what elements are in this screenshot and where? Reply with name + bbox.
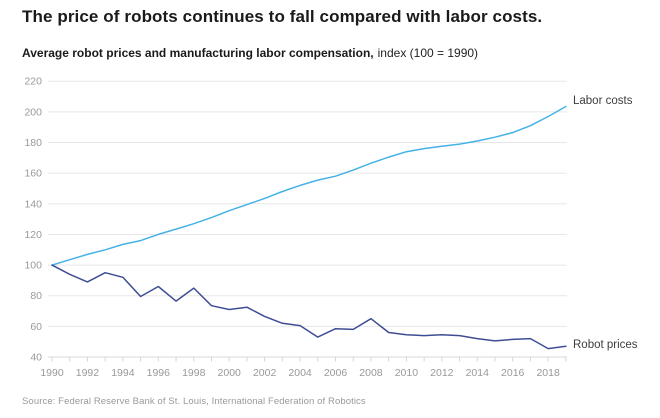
y-tick-label: 40 bbox=[30, 352, 42, 364]
line-robot-prices bbox=[51, 264, 567, 350]
chart-subtitle-units: index (100 = 1990) bbox=[377, 46, 479, 60]
line-labor-costs bbox=[51, 105, 567, 266]
x-tick-label: 1998 bbox=[182, 367, 206, 379]
y-tick-label: 180 bbox=[24, 137, 42, 149]
chart-subtitle: Average robot prices and manufacturing l… bbox=[22, 46, 478, 60]
x-tick-label: 2016 bbox=[501, 367, 525, 379]
x-tick-label: 2006 bbox=[324, 367, 348, 379]
y-tick-label: 220 bbox=[24, 76, 42, 88]
x-tick-label: 2018 bbox=[536, 367, 560, 379]
y-tick-label: 60 bbox=[30, 321, 42, 333]
series-label-labor-costs: Labor costs bbox=[573, 95, 633, 107]
source-attribution: Source: Federal Reserve Bank of St. Loui… bbox=[22, 396, 366, 407]
x-tick-label: 2004 bbox=[288, 367, 312, 379]
y-tick-label: 80 bbox=[30, 290, 42, 302]
chart-subtitle-bold: Average robot prices and manufacturing l… bbox=[22, 46, 374, 60]
x-tick-label: 1996 bbox=[147, 367, 171, 379]
x-tick-label: 1990 bbox=[40, 367, 64, 379]
x-tick-label: 2002 bbox=[253, 367, 277, 379]
x-tick-label: 2014 bbox=[466, 367, 490, 379]
x-tick-label: 2012 bbox=[430, 367, 454, 379]
series-label-robot-prices: Robot prices bbox=[573, 339, 638, 351]
x-tick-label: 2000 bbox=[218, 367, 242, 379]
chart-title: The price of robots continues to fall co… bbox=[22, 7, 543, 26]
y-tick-label: 120 bbox=[24, 229, 42, 241]
y-tick-label: 160 bbox=[24, 168, 42, 180]
x-tick-label: 2008 bbox=[359, 367, 383, 379]
y-tick-label: 100 bbox=[24, 260, 42, 272]
x-tick-label: 1992 bbox=[76, 367, 100, 379]
y-tick-label: 200 bbox=[24, 106, 42, 118]
x-tick-label: 2010 bbox=[395, 367, 419, 379]
x-tick-label: 1994 bbox=[111, 367, 135, 379]
y-tick-label: 140 bbox=[24, 198, 42, 210]
